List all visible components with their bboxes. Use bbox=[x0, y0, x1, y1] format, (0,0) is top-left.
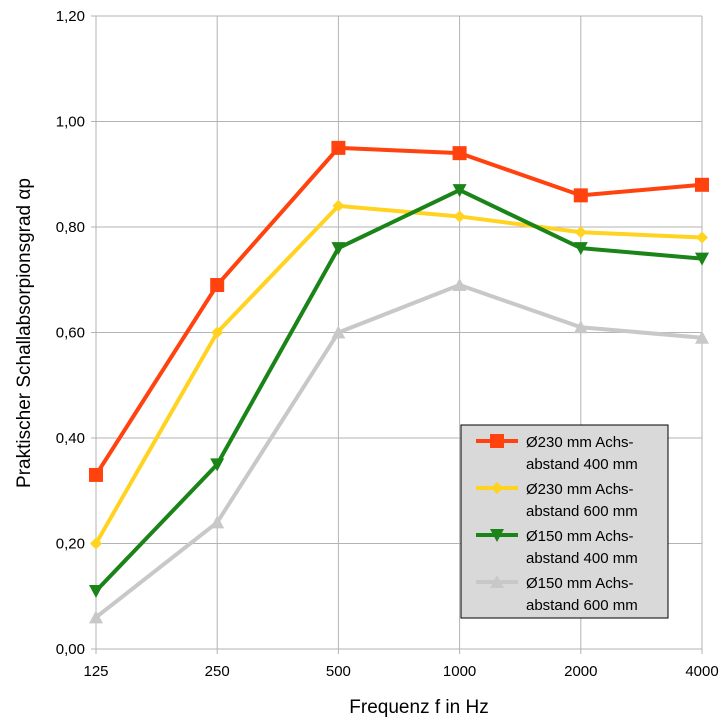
data-point bbox=[452, 278, 467, 292]
data-point bbox=[211, 326, 224, 339]
x-tick-label: 250 bbox=[205, 663, 230, 680]
data-point bbox=[452, 184, 467, 198]
legend-label: abstand 400 mm bbox=[526, 456, 638, 473]
data-point bbox=[210, 515, 225, 529]
data-point bbox=[210, 458, 225, 472]
y-tick-label: 1,20 bbox=[56, 8, 85, 25]
series-line bbox=[94, 203, 703, 545]
x-axis-title: Frequenz f in Hz bbox=[349, 697, 488, 718]
legend-label: Ø150 mm Achs- bbox=[526, 528, 634, 545]
data-point bbox=[695, 330, 709, 344]
series-1 bbox=[89, 140, 709, 482]
legend-marker bbox=[490, 434, 504, 448]
axes: 0,00 0,20 0,40 0,60 0,80 1,00 1,20 125 250 500 100… bbox=[56, 8, 719, 680]
series-line bbox=[94, 145, 703, 477]
y-axis-title: Praktischer Schallabsorpionsgrad αp bbox=[14, 178, 35, 488]
data-point bbox=[695, 252, 709, 266]
data-point bbox=[573, 188, 588, 203]
y-tick-label: 0,20 bbox=[56, 536, 85, 553]
data-point bbox=[210, 278, 225, 293]
legend: Ø230 mm Achs-abstand 400 mm Ø230 mm Achs-… bbox=[460, 424, 669, 619]
series-3 bbox=[89, 184, 709, 598]
y-tick-label: 0,40 bbox=[56, 430, 85, 447]
legend-label: Ø230 mm Achs- bbox=[526, 481, 634, 498]
y-tick-label: 0,00 bbox=[56, 641, 85, 658]
data-point bbox=[453, 210, 466, 223]
legend-label: abstand 400 mm bbox=[526, 550, 638, 567]
data-point bbox=[331, 242, 346, 256]
y-tick-label: 1,00 bbox=[56, 114, 85, 131]
legend-marker bbox=[490, 575, 504, 588]
series-4 bbox=[89, 278, 709, 624]
data-point bbox=[89, 467, 103, 482]
y-tick-label: 0,80 bbox=[56, 219, 85, 236]
x-tick-label: 1000 bbox=[443, 663, 476, 680]
series-2 bbox=[90, 199, 708, 550]
legend-label: Ø230 mm Achs- bbox=[526, 434, 634, 451]
x-tick-label: 125 bbox=[83, 663, 108, 680]
data-point bbox=[695, 177, 709, 192]
legend-marker bbox=[491, 482, 503, 494]
data-point bbox=[573, 320, 588, 334]
data-point bbox=[90, 537, 102, 550]
data-point bbox=[573, 242, 588, 256]
legend-label: Ø150 mm Achs- bbox=[526, 575, 634, 592]
legend-label: abstand 600 mm bbox=[526, 597, 638, 614]
data-point bbox=[89, 584, 103, 598]
legend-label: abstand 600 mm bbox=[526, 503, 638, 520]
data-point bbox=[331, 140, 346, 155]
x-tick-label: 500 bbox=[326, 663, 351, 680]
legend-marker bbox=[490, 529, 504, 542]
data-point bbox=[452, 146, 467, 161]
data-point bbox=[574, 226, 587, 239]
data-point bbox=[331, 325, 346, 339]
data-point bbox=[696, 231, 708, 244]
data-point bbox=[89, 610, 103, 624]
x-tick-label: 2000 bbox=[564, 663, 597, 680]
series-line bbox=[94, 188, 703, 593]
series-line bbox=[94, 283, 703, 619]
x-tick-label: 4000 bbox=[685, 663, 718, 680]
y-tick-label: 0,60 bbox=[56, 325, 85, 342]
data-point bbox=[332, 199, 345, 212]
series-layer bbox=[89, 140, 709, 624]
